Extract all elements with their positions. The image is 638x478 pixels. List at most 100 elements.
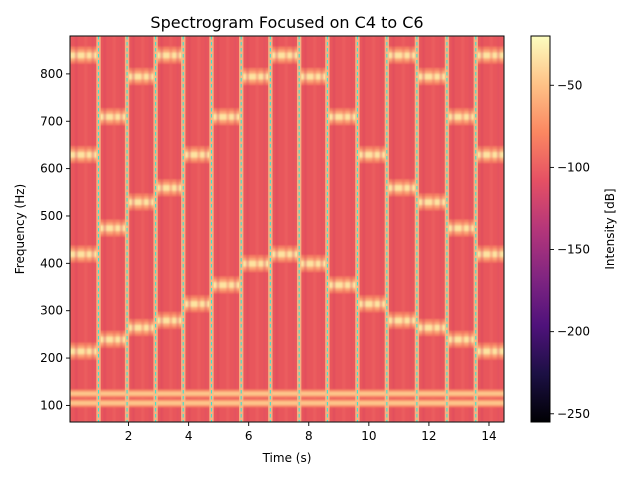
y-axis-label: Frequency (Hz) <box>13 184 27 275</box>
y-axis-ticks: 100 200 300 400 500 600 700 800 <box>40 67 70 412</box>
texture-stripe <box>275 36 279 422</box>
segment-1 <box>98 36 128 422</box>
spectral-band-cell <box>327 277 358 280</box>
segment-7 <box>270 36 300 422</box>
texture-stripe <box>91 36 95 422</box>
texture-stripe <box>372 36 376 422</box>
spectrogram-heatmap <box>70 36 504 422</box>
texture-stripe <box>379 36 383 422</box>
spectral-band-cell <box>386 51 417 53</box>
constant-band-fill <box>70 391 504 396</box>
plot-frame <box>69 35 505 423</box>
spectral-band-cell <box>386 189 417 192</box>
spectral-band-cell <box>416 205 447 207</box>
spectral-band-cell <box>416 82 447 84</box>
texture-stripe <box>332 36 336 422</box>
spectral-band-cell <box>386 321 417 323</box>
spectral-band-cell <box>327 114 358 116</box>
spectral-band-cell <box>416 70 447 72</box>
spectral-band-cell <box>386 324 417 327</box>
texture-stripe <box>233 36 237 422</box>
spectral-band-cell <box>386 57 417 59</box>
spectral-band-cell <box>416 202 447 205</box>
segment-4 <box>183 36 212 422</box>
spectral-band-cell <box>416 194 447 197</box>
x-axis-label: Time (s) <box>262 451 312 465</box>
spectral-band-cell <box>327 283 358 286</box>
spectral-band-cell <box>386 313 417 315</box>
texture-stripe <box>74 36 78 422</box>
segment-9 <box>327 36 358 422</box>
spectral-band-cell <box>386 320 417 322</box>
spectral-band-cell <box>327 117 358 120</box>
chart-title: Spectrogram Focused on C4 to C6 <box>150 13 423 32</box>
x-tick-label: 14 <box>481 429 496 443</box>
spectral-band-cell <box>327 279 358 282</box>
spectral-band-cell <box>327 116 358 119</box>
x-tick-label: 12 <box>421 429 436 443</box>
segment-0 <box>70 36 99 422</box>
spectral-band-cell <box>386 52 417 55</box>
texture-stripe <box>148 36 152 422</box>
spectral-band-cell <box>416 198 447 200</box>
spectral-band-cell <box>416 199 447 201</box>
spectral-band-cell <box>416 73 447 76</box>
spectral-band-cell <box>386 53 417 56</box>
spectral-band-cell <box>327 281 358 283</box>
spectral-band-cell <box>416 334 447 336</box>
x-tick-label: 2 <box>125 429 133 443</box>
spectral-band-cell <box>416 206 447 209</box>
spectral-band-cell <box>386 311 417 314</box>
colorbar-label: Intensity [dB] <box>603 188 617 269</box>
spectral-band-cell <box>327 123 358 126</box>
spectral-band-cell <box>327 291 358 294</box>
spectral-band-cell <box>327 282 358 284</box>
texture-stripe <box>342 36 346 422</box>
segment-13 <box>446 36 476 422</box>
y-tick-label: 700 <box>40 114 63 128</box>
spectral-band-cell <box>386 59 417 62</box>
spectral-band-cell <box>386 317 417 320</box>
colorbar-tick-label: −100 <box>557 160 590 174</box>
texture-stripe <box>112 36 116 422</box>
colorbar-tick-label: −50 <box>557 78 582 92</box>
spectral-band-cell <box>416 78 447 81</box>
texture-stripe <box>160 36 164 422</box>
x-tick-label: 6 <box>245 429 253 443</box>
colorbar-tick-label: −150 <box>557 243 590 257</box>
spectral-band-cell <box>327 121 358 123</box>
colorbar <box>530 35 551 423</box>
spectral-band-cell <box>327 285 358 288</box>
texture-stripe <box>391 36 395 422</box>
spectral-band-cell <box>416 80 447 83</box>
texture-stripe <box>197 36 201 422</box>
spectral-band-cell <box>416 328 447 331</box>
spectral-band-cell <box>416 327 447 329</box>
x-axis-ticks: 2 4 6 8 10 12 14 <box>125 422 497 443</box>
spectral-band-cell <box>386 184 417 186</box>
spectral-band-cell <box>416 207 447 210</box>
texture-stripe <box>439 36 443 422</box>
texture-stripe <box>263 36 267 422</box>
spectral-band-cell <box>327 110 358 113</box>
spectral-band-cell <box>386 187 417 190</box>
spectral-band-cell <box>386 326 417 328</box>
texture-stripe <box>84 36 88 422</box>
texture-stripe <box>362 36 366 422</box>
texture-stripe <box>349 36 353 422</box>
spectral-band-cell <box>386 47 417 50</box>
texture-stripe <box>303 36 307 422</box>
y-tick-label: 600 <box>40 162 63 176</box>
texture-stripe <box>204 36 208 422</box>
spectral-band-cell <box>416 322 447 325</box>
texture-stripe <box>216 36 220 422</box>
constant-band-1 <box>70 389 504 398</box>
texture-stripe <box>284 36 288 422</box>
spectral-band-cell <box>327 111 358 114</box>
texture-stripe <box>246 36 250 422</box>
spectral-band-cell <box>416 83 447 85</box>
y-tick-label: 500 <box>40 209 63 223</box>
texture-stripe <box>313 36 317 422</box>
spectral-band-cell <box>327 122 358 125</box>
